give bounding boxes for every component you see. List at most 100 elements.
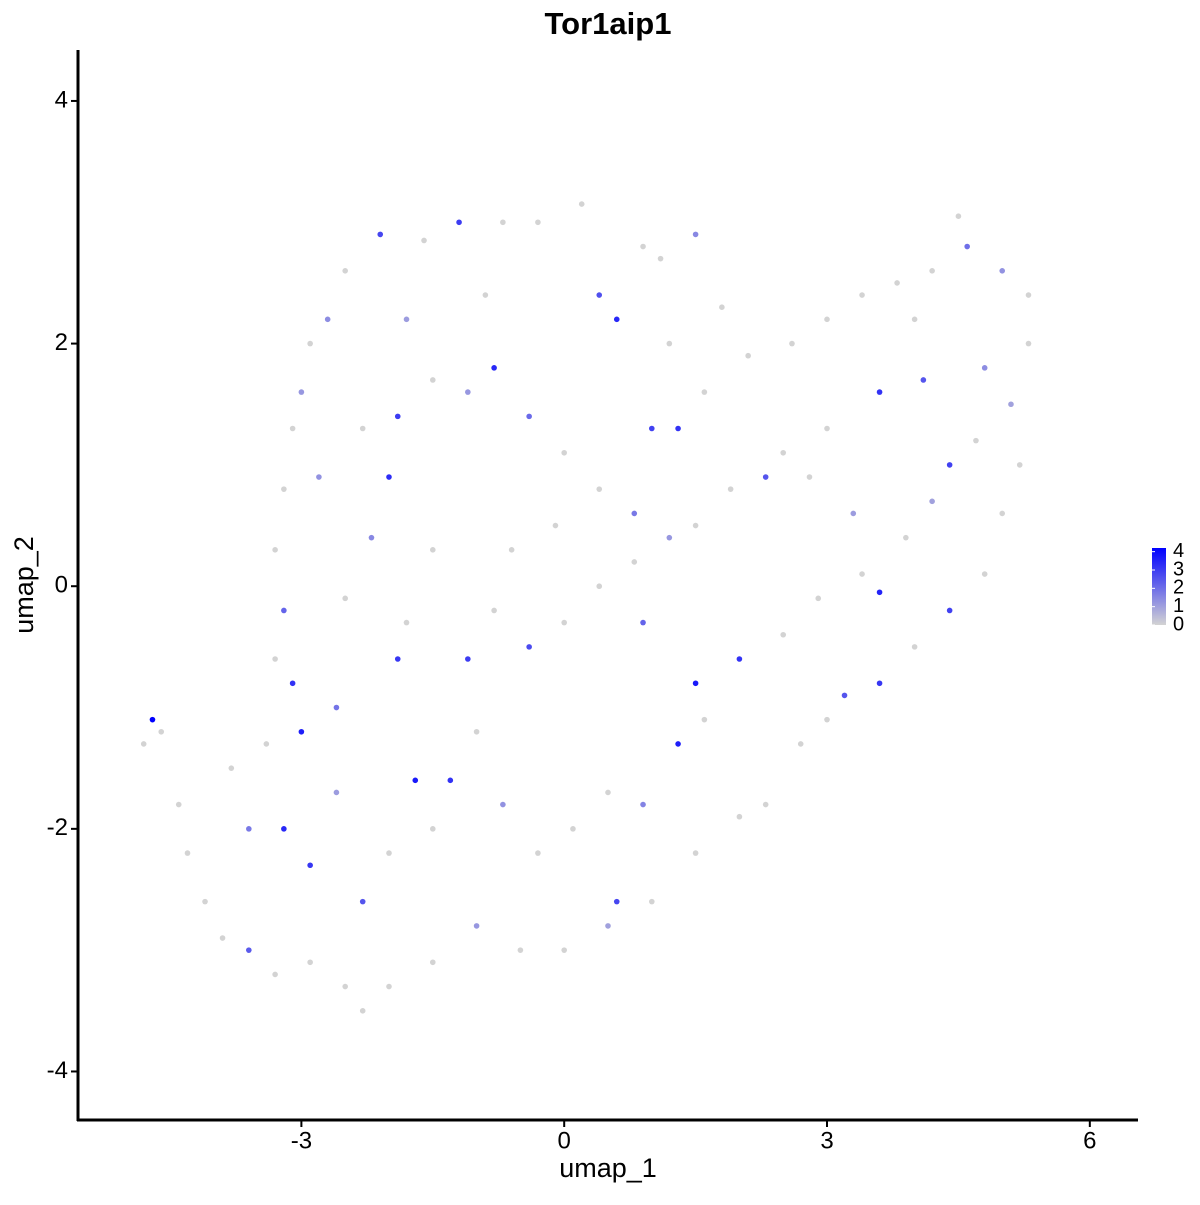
point: [281, 607, 287, 614]
point: [613, 316, 620, 323]
point: [324, 316, 331, 323]
y-tick-label: 4: [55, 86, 68, 113]
point: [526, 413, 532, 420]
point: [272, 656, 278, 662]
point: [473, 923, 480, 929]
point: [675, 741, 681, 747]
point: [841, 692, 848, 699]
point: [727, 486, 734, 492]
point: [850, 510, 857, 517]
point: [1016, 462, 1023, 468]
point: [578, 201, 585, 207]
point: [333, 704, 340, 711]
point: [272, 547, 278, 553]
point: [421, 237, 427, 244]
point: [596, 292, 603, 298]
y-tick-label: 0: [55, 572, 68, 599]
point: [876, 389, 883, 395]
point: [465, 389, 471, 395]
point: [666, 340, 673, 347]
point: [780, 449, 787, 456]
point: [762, 474, 769, 480]
point: [701, 716, 708, 723]
point: [158, 728, 165, 735]
point: [1025, 292, 1032, 298]
point: [482, 292, 489, 298]
point: [964, 243, 970, 250]
point: [246, 947, 252, 953]
point: [298, 389, 305, 395]
point: [386, 983, 392, 990]
point: [955, 213, 962, 220]
point: [368, 534, 375, 541]
point: [903, 534, 909, 541]
point: [675, 425, 681, 432]
point: [473, 728, 480, 735]
point: [631, 559, 638, 565]
point: [736, 656, 743, 662]
point: [263, 741, 270, 747]
x-axis-label: umap_1: [559, 1153, 657, 1183]
x-tick-label: 6: [1083, 1127, 1096, 1154]
point: [859, 571, 865, 577]
point: [342, 983, 348, 990]
point: [403, 316, 410, 323]
x-tick-label: 3: [820, 1127, 833, 1154]
point: [596, 486, 603, 492]
point: [386, 850, 392, 856]
point: [500, 801, 506, 808]
point: [342, 595, 348, 602]
point: [517, 947, 524, 953]
point: [815, 595, 822, 602]
point: [797, 741, 804, 747]
point: [491, 607, 497, 614]
point: [859, 292, 865, 298]
point: [999, 267, 1006, 274]
y-tick-label: -2: [47, 814, 68, 841]
point: [561, 947, 567, 953]
point: [333, 789, 340, 796]
point: [789, 340, 795, 347]
point: [1025, 340, 1032, 347]
point: [692, 680, 699, 687]
point: [876, 589, 883, 596]
colorbar: [1152, 548, 1166, 625]
point: [412, 777, 419, 784]
point: [202, 898, 208, 905]
point: [307, 340, 313, 347]
point: [929, 498, 935, 505]
point: [570, 826, 576, 832]
point: [605, 789, 611, 796]
point: [981, 365, 988, 371]
point: [447, 777, 454, 784]
point: [149, 716, 156, 723]
point: [394, 656, 401, 662]
point: [824, 716, 830, 723]
point: [596, 583, 603, 590]
point: [631, 510, 638, 517]
point: [307, 862, 313, 869]
colorbar-tick-label: 0: [1173, 613, 1184, 635]
colorbar-tick-label: 4: [1173, 540, 1184, 562]
point: [657, 255, 664, 262]
point: [219, 935, 226, 941]
point: [359, 425, 366, 432]
point: [780, 631, 787, 638]
point: [491, 365, 497, 371]
point: [894, 280, 900, 286]
x-tick-label: 0: [558, 1127, 571, 1154]
point: [535, 219, 541, 226]
point: [649, 898, 655, 905]
point: [289, 680, 296, 687]
colorbar-tick-label: 3: [1173, 558, 1184, 580]
point: [272, 971, 278, 978]
point: [500, 219, 506, 226]
point: [429, 377, 436, 383]
point: [999, 510, 1006, 517]
y-axis-label: umap_2: [9, 536, 39, 634]
point: [605, 923, 611, 929]
point: [824, 316, 830, 323]
point: [359, 898, 366, 905]
y-tick-label: -4: [47, 1057, 68, 1084]
